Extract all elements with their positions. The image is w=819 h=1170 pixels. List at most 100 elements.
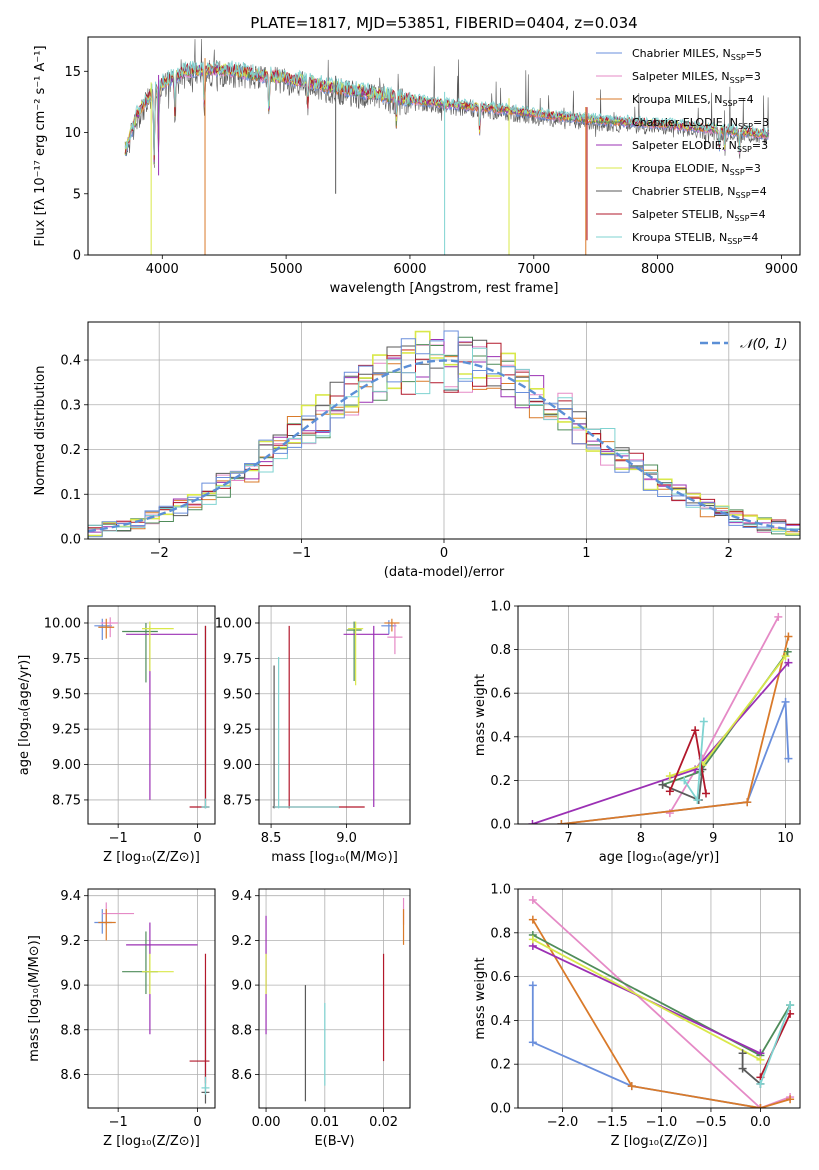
y-tick-label: 0.8 <box>490 643 511 658</box>
x-tick-label: 8000 <box>641 262 674 277</box>
x-tick-label: −0.5 <box>695 1115 727 1130</box>
legend-subscript: SSP <box>727 237 742 246</box>
y-tick-label: 9.00 <box>223 758 252 773</box>
marker-cm <box>528 1038 537 1047</box>
y-tick-label: 0.3 <box>60 398 81 413</box>
y-axis-label: mass weight <box>473 957 488 1039</box>
errorbar-ks <box>201 1076 210 1095</box>
y-tick-label: 8.75 <box>52 793 81 808</box>
legend-suffix: =4 <box>737 93 753 106</box>
x-tick-label: 6000 <box>393 262 426 277</box>
y-tick-label: 9.0 <box>231 979 252 994</box>
marker-km <box>786 1095 795 1104</box>
legend-entry: Chabrier STELIB, NSSP=4 <box>632 185 767 200</box>
y-axis-label: age [log₁₀(age/yr)] <box>17 655 32 776</box>
y-tick-label: 9.75 <box>52 652 81 667</box>
y-tick-label: 9.2 <box>231 934 252 949</box>
x-tick-label: −1 <box>292 546 311 561</box>
y-tick-label: 10.00 <box>215 616 252 631</box>
y-tick-label: 0.6 <box>490 970 511 985</box>
legend-entry: Salpeter STELIB, NSSP=4 <box>632 208 766 223</box>
marker-ce <box>783 647 792 656</box>
y-tick-label: 8.6 <box>60 1068 81 1083</box>
errorbar-ce <box>122 622 158 683</box>
errorbar-ks <box>274 656 340 809</box>
x-tick-label: −1.5 <box>596 1115 628 1130</box>
marker-cs <box>738 1064 747 1073</box>
marker-ke <box>781 652 790 661</box>
axes-age_vs_mass: 8.5 9.0 8.75 9.00 9.25 9.50 9.75 10.00 mass [log… <box>215 605 411 865</box>
spectrum-line-ks <box>124 60 769 156</box>
plot-area-residuals <box>88 330 800 539</box>
plot-area-age_vs_mass <box>272 618 403 809</box>
legend-subscript: SSP <box>734 214 749 223</box>
marker-ss <box>665 787 674 796</box>
y-tick-label: 0.2 <box>490 774 511 789</box>
y-tick-label: 8.75 <box>223 793 252 808</box>
y-tick-label: 0.4 <box>60 354 81 369</box>
legend-label: Kroupa ELODIE, N <box>632 162 730 175</box>
errorbar-km <box>384 618 400 632</box>
legend-entry: Chabrier ELODIE, NSSP=3 <box>632 116 769 131</box>
marker-ke <box>756 1055 765 1064</box>
y-tick-label: 0.2 <box>490 1058 511 1073</box>
plot-area-mass_vs_EBV <box>265 897 405 1102</box>
errorbar-ce <box>346 621 362 682</box>
x-tick-label: −1.0 <box>646 1115 678 1130</box>
y-tick-label: 0 <box>73 249 81 264</box>
marker-km <box>627 1082 636 1091</box>
y-tick-label: 9.4 <box>231 889 252 904</box>
y-tick-label: 9.0 <box>60 979 81 994</box>
y-tick-label: 0.2 <box>60 443 81 458</box>
legend-suffix: =4 <box>742 231 758 244</box>
x-tick-label: 8.5 <box>261 831 282 846</box>
y-tick-label: 10 <box>64 126 81 141</box>
legend: Chabrier MILES, NSSP=5 Salpeter MILES, NS… <box>596 47 769 246</box>
y-tick-label: 1.0 <box>490 883 511 898</box>
series-line-sm <box>532 899 791 1108</box>
axes-residuals: −2 −1 0 1 2 0.0 0.1 0.2 0.3 0.4 (data-model)/error… <box>33 321 801 580</box>
y-tick-label: 9.4 <box>60 889 81 904</box>
errorbar-ss <box>189 953 210 1084</box>
y-tick-label: 9.00 <box>52 758 81 773</box>
y-axis-label: Flux [fλ 10⁻¹⁷ erg cm⁻² s⁻¹ A⁻¹] <box>33 45 48 246</box>
x-axis-label: wavelength [Angstrom, rest frame] <box>330 281 559 296</box>
marker-ke <box>528 935 537 944</box>
errorbar-sm <box>387 622 403 655</box>
legend-label: Kroupa MILES, N <box>632 93 722 106</box>
plot-area-spectrum <box>124 38 770 255</box>
errorbar-ks <box>201 798 210 809</box>
axes-frame <box>258 888 411 1109</box>
y-tick-label: 0.0 <box>490 818 511 833</box>
y-tick-label: 0.4 <box>490 730 511 745</box>
y-tick-label: 9.75 <box>223 652 252 667</box>
legend-entry: Salpeter MILES, NSSP=3 <box>632 70 761 85</box>
marker-sm <box>528 895 537 904</box>
errorbar-ke <box>141 621 174 672</box>
marker-cs <box>738 1049 747 1058</box>
marker-cm <box>784 754 793 763</box>
legend-suffix: =4 <box>751 185 767 198</box>
y-axis-label: mass [log₁₀(M/M⊙)] <box>27 935 42 1062</box>
legend-entry: Chabrier MILES, NSSP=5 <box>632 47 762 62</box>
y-tick-label: 0.1 <box>60 488 81 503</box>
x-axis-label: Z [log₁₀(Z/Z⊙)] <box>611 1134 708 1149</box>
x-tick-label: −1 <box>109 831 128 846</box>
x-tick-label: 0 <box>193 831 201 846</box>
x-tick-label: 0.01 <box>310 1115 339 1130</box>
legend-suffix: =5 <box>746 47 762 60</box>
marker-cm <box>528 981 537 990</box>
y-tick-label: 8.6 <box>231 1068 252 1083</box>
plot-area-massweight_vs_Z <box>528 895 795 1108</box>
axes-frame <box>517 605 801 825</box>
x-tick-label: 10 <box>777 831 794 846</box>
x-tick-label: −1 <box>109 1115 128 1130</box>
legend-suffix: =3 <box>753 116 769 129</box>
errorbar-km <box>98 618 115 639</box>
y-tick-label: 9.25 <box>223 723 252 738</box>
y-tick-label: 5 <box>73 187 81 202</box>
errorbar-ke <box>348 621 364 686</box>
marker-ks <box>786 1001 795 1010</box>
x-axis-label: mass [log₁₀(M/M⊙)] <box>271 850 398 865</box>
